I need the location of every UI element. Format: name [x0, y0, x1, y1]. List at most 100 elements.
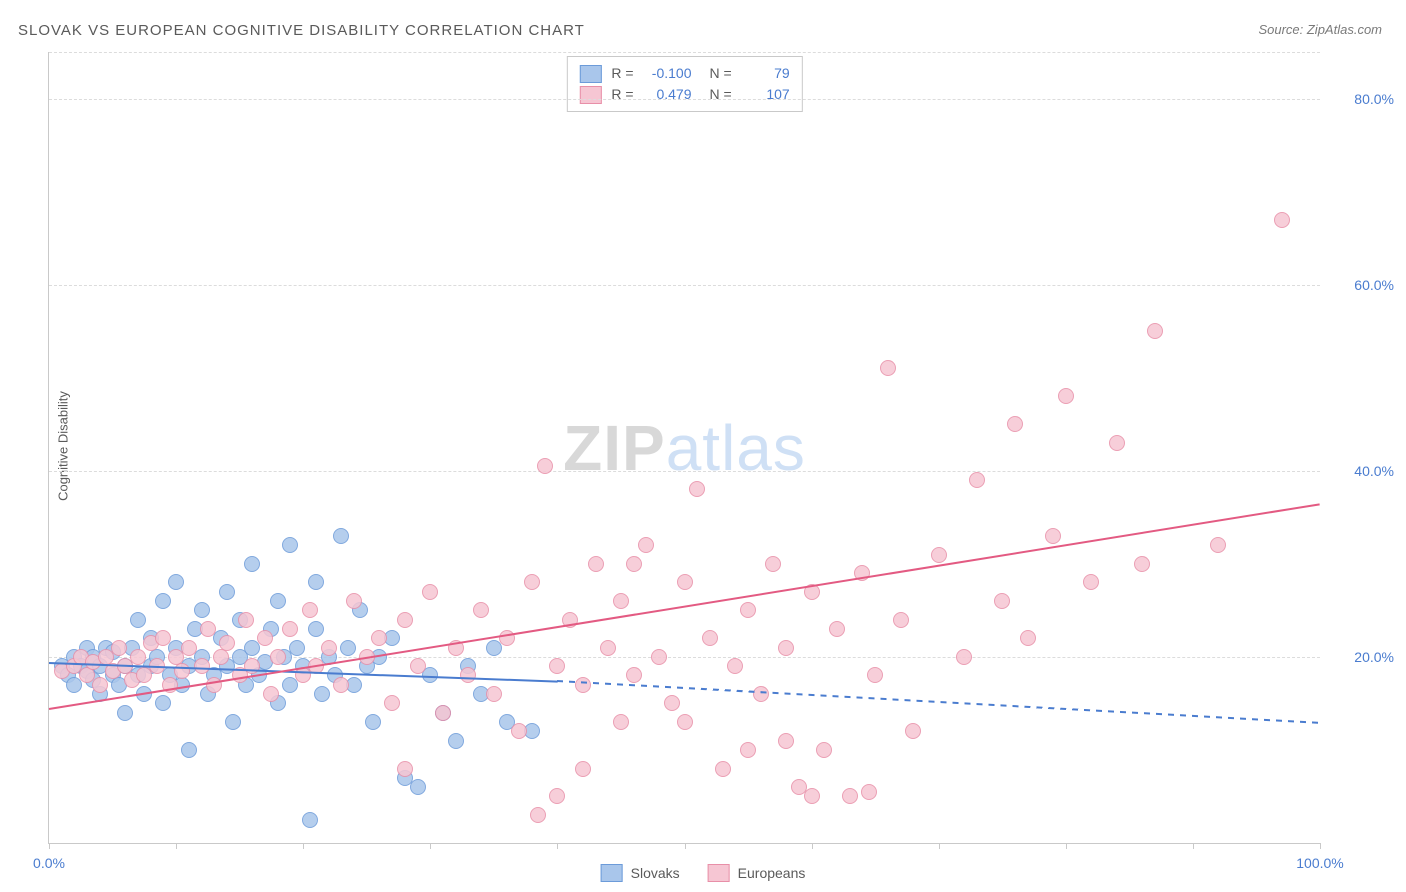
scatter-point [155, 695, 171, 711]
legend-label: Slovaks [631, 865, 680, 881]
scatter-point [626, 556, 642, 572]
scatter-point [200, 621, 216, 637]
scatter-point [778, 733, 794, 749]
scatter-point [314, 686, 330, 702]
stat-n-label: N = [710, 63, 732, 84]
scatter-point [155, 630, 171, 646]
ytick-label: 80.0% [1354, 91, 1394, 107]
trend-line [49, 503, 1320, 710]
scatter-point [537, 458, 553, 474]
xtick [557, 843, 558, 849]
scatter-point [263, 686, 279, 702]
scatter-point [740, 602, 756, 618]
scatter-point [969, 472, 985, 488]
scatter-point [340, 640, 356, 656]
scatter-point [575, 677, 591, 693]
scatter-point [778, 640, 794, 656]
scatter-point [880, 360, 896, 376]
scatter-point [1045, 528, 1061, 544]
scatter-point [448, 733, 464, 749]
stat-r-value: -0.100 [644, 63, 692, 84]
scatter-point [905, 723, 921, 739]
scatter-point [282, 537, 298, 553]
scatter-point [613, 593, 629, 609]
legend-item: Slovaks [601, 864, 680, 882]
scatter-point [244, 658, 260, 674]
xtick [430, 843, 431, 849]
scatter-point [194, 602, 210, 618]
gridline [49, 471, 1320, 472]
scatter-point [715, 761, 731, 777]
xtick [685, 843, 686, 849]
watermark-zip: ZIP [563, 412, 666, 484]
scatter-point [397, 612, 413, 628]
scatter-point [473, 602, 489, 618]
stat-n-label: N = [710, 84, 732, 105]
scatter-point [677, 574, 693, 590]
scatter-point [626, 667, 642, 683]
scatter-point [1109, 435, 1125, 451]
gridline [49, 99, 1320, 100]
scatter-point [321, 640, 337, 656]
scatter-point [225, 714, 241, 730]
scatter-point [289, 640, 305, 656]
scatter-point [1274, 212, 1290, 228]
legend-swatch [708, 864, 730, 882]
scatter-point [549, 788, 565, 804]
scatter-point [1147, 323, 1163, 339]
scatter-point [588, 556, 604, 572]
scatter-point [677, 714, 693, 730]
scatter-point [956, 649, 972, 665]
scatter-point [397, 761, 413, 777]
scatter-point [530, 807, 546, 823]
xtick [1320, 843, 1321, 849]
scatter-point [689, 481, 705, 497]
scatter-point [740, 742, 756, 758]
watermark-atlas: atlas [666, 412, 806, 484]
scatter-point [435, 705, 451, 721]
scatter-point [600, 640, 616, 656]
bottom-legend: Slovaks Europeans [601, 864, 806, 882]
scatter-point [638, 537, 654, 553]
scatter-point [1058, 388, 1074, 404]
scatter-point [727, 658, 743, 674]
scatter-point [1083, 574, 1099, 590]
ytick-label: 60.0% [1354, 277, 1394, 293]
scatter-point [1134, 556, 1150, 572]
xtick-label: 100.0% [1296, 855, 1343, 871]
stats-legend-box: R =-0.100N =79R =0.479N =107 [566, 56, 802, 112]
scatter-point [308, 574, 324, 590]
scatter-point [219, 584, 235, 600]
scatter-point [117, 705, 133, 721]
scatter-point [244, 556, 260, 572]
stat-r-label: R = [611, 63, 633, 84]
scatter-point [816, 742, 832, 758]
scatter-point [804, 788, 820, 804]
scatter-point [308, 621, 324, 637]
plot-area: ZIPatlas R =-0.100N =79R =0.479N =107 20… [48, 52, 1320, 844]
legend-label: Europeans [738, 865, 806, 881]
stat-n-value: 107 [742, 84, 790, 105]
xtick-label: 0.0% [33, 855, 65, 871]
ytick-label: 40.0% [1354, 463, 1394, 479]
scatter-point [422, 584, 438, 600]
scatter-point [1007, 416, 1023, 432]
scatter-point [664, 695, 680, 711]
stats-row: R =0.479N =107 [579, 84, 789, 105]
scatter-point [365, 714, 381, 730]
scatter-point [1210, 537, 1226, 553]
scatter-point [994, 593, 1010, 609]
scatter-point [829, 621, 845, 637]
scatter-point [549, 658, 565, 674]
scatter-point [219, 635, 235, 651]
scatter-point [238, 612, 254, 628]
gridline [49, 52, 1320, 53]
legend-swatch [579, 65, 601, 83]
scatter-point [257, 630, 273, 646]
legend-swatch [601, 864, 623, 882]
scatter-point [575, 761, 591, 777]
scatter-point [867, 667, 883, 683]
scatter-point [753, 686, 769, 702]
xtick [1193, 843, 1194, 849]
scatter-point [181, 640, 197, 656]
